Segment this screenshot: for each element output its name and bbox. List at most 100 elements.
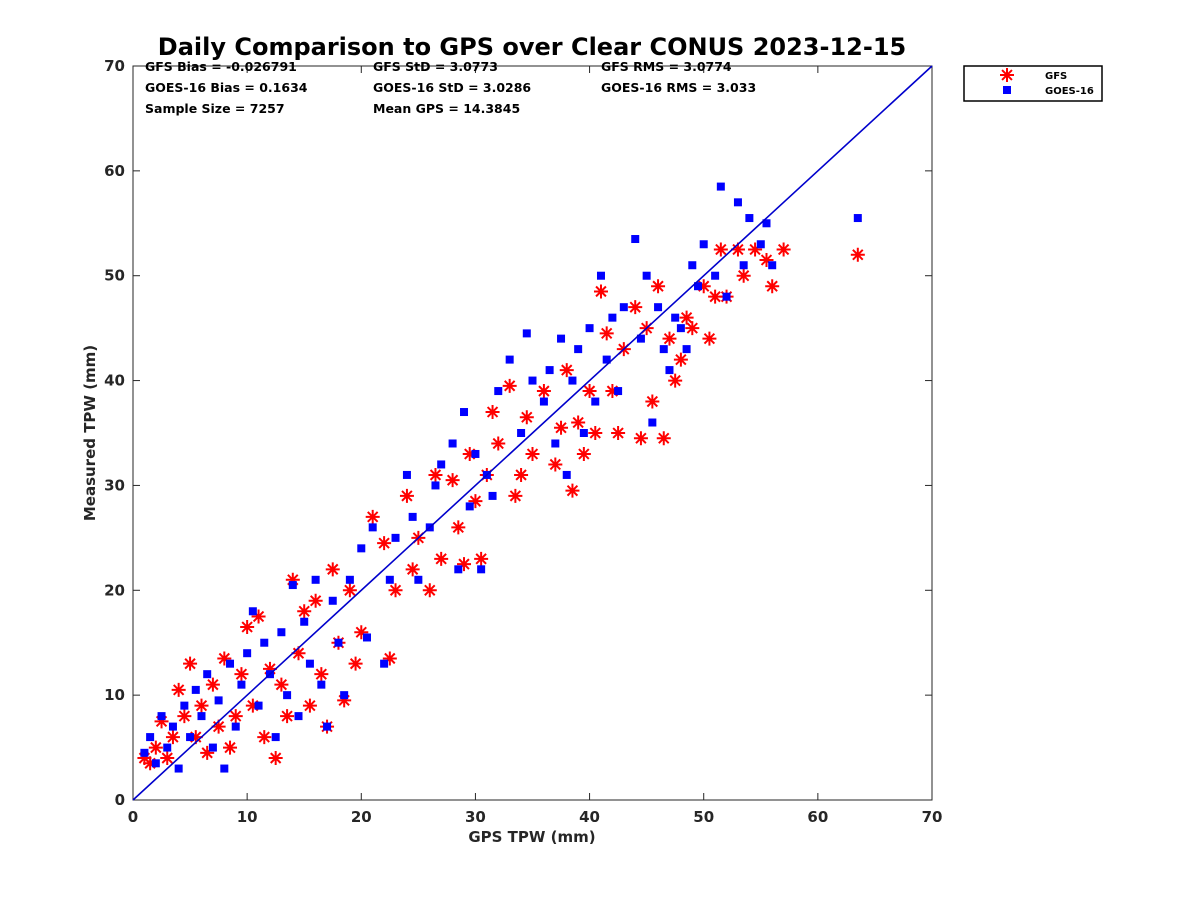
goes16-point bbox=[694, 282, 703, 291]
gfs-point bbox=[668, 373, 683, 388]
gfs-point bbox=[656, 431, 671, 446]
goes16-point bbox=[380, 659, 389, 668]
gfs-point bbox=[325, 562, 340, 577]
goes16-point bbox=[505, 355, 514, 364]
goes16-point bbox=[562, 470, 571, 479]
gfs-point bbox=[377, 536, 392, 551]
goes16-point bbox=[402, 470, 411, 479]
goes16-point bbox=[191, 685, 200, 694]
gfs-point bbox=[217, 651, 232, 666]
gfs-point bbox=[685, 321, 700, 336]
gfs-point bbox=[445, 473, 460, 488]
gfs-point bbox=[696, 279, 711, 294]
goes16-point bbox=[591, 397, 600, 406]
goes16-point bbox=[391, 533, 400, 542]
goes16-point bbox=[596, 271, 605, 280]
gfs-point bbox=[240, 619, 255, 634]
goes16-point bbox=[471, 449, 480, 458]
y-tick-label: 50 bbox=[104, 267, 125, 285]
gfs-point bbox=[502, 378, 517, 393]
x-axis-label: GPS TPW (mm) bbox=[468, 828, 595, 846]
gfs-point bbox=[268, 751, 283, 766]
y-tick-label: 40 bbox=[104, 372, 125, 390]
gfs-point bbox=[165, 730, 180, 745]
goes16-point bbox=[619, 303, 628, 312]
gfs-point bbox=[713, 242, 728, 257]
legend-gfs-label: GFS bbox=[1045, 71, 1067, 82]
goes16-point bbox=[345, 575, 354, 584]
gfs-point bbox=[468, 494, 483, 509]
gfs-point bbox=[285, 572, 300, 587]
gfs-point bbox=[188, 730, 203, 745]
gfs-point bbox=[382, 651, 397, 666]
y-tick-label: 60 bbox=[104, 162, 125, 180]
goes16-point bbox=[431, 481, 440, 490]
axis-ticks: 0 10 20 30 40 50 60 70 0 10 20 30 40 50 60 70 bbox=[104, 57, 942, 826]
gfs-point bbox=[428, 467, 443, 482]
gfs-point bbox=[160, 751, 175, 766]
gfs-point bbox=[291, 646, 306, 661]
goes16-point bbox=[665, 366, 674, 375]
goes16-point bbox=[323, 722, 332, 731]
stat-goes-std: GOES-16 StD = 3.0286 bbox=[373, 80, 531, 95]
goes16-point bbox=[186, 733, 195, 742]
gfs-point bbox=[554, 420, 569, 435]
goes16-point bbox=[682, 345, 691, 354]
stat-mean-gps: Mean GPS = 14.3845 bbox=[373, 101, 520, 116]
series-gfs bbox=[137, 242, 865, 771]
gfs-point bbox=[599, 326, 614, 341]
goes16-point bbox=[448, 439, 457, 448]
chart-title: Daily Comparison to GPS over Clear CONUS… bbox=[158, 33, 906, 61]
goes16-point bbox=[340, 691, 349, 700]
x-tick-label: 70 bbox=[922, 808, 943, 826]
goes16-point bbox=[271, 733, 280, 742]
gfs-point bbox=[702, 331, 717, 346]
gfs-point bbox=[177, 709, 192, 724]
gfs-point bbox=[605, 384, 620, 399]
legend: GFS GOES-16 bbox=[963, 65, 1103, 102]
gfs-point bbox=[451, 520, 466, 535]
gfs-point bbox=[143, 756, 158, 771]
goes16-point bbox=[368, 523, 377, 532]
y-axis-label: Measured TPW (mm) bbox=[81, 345, 99, 521]
gfs-point bbox=[354, 625, 369, 640]
goes16-point bbox=[568, 376, 577, 385]
gfs-point bbox=[474, 551, 489, 566]
goes16-point bbox=[528, 376, 537, 385]
gfs-point bbox=[588, 426, 603, 440]
goes16-point bbox=[317, 680, 326, 689]
gfs-point bbox=[593, 284, 608, 299]
gfs-point bbox=[679, 310, 694, 325]
y-tick-label: 0 bbox=[115, 791, 125, 809]
goes16-point bbox=[163, 743, 172, 752]
gfs-point bbox=[234, 667, 249, 682]
gfs-point bbox=[348, 656, 363, 671]
gfs-point bbox=[337, 693, 352, 708]
x-tick-label: 60 bbox=[807, 808, 828, 826]
goes16-point bbox=[300, 617, 309, 626]
gfs-point bbox=[154, 714, 169, 729]
gfs-point bbox=[280, 709, 295, 724]
gfs-point bbox=[576, 446, 591, 461]
gfs-point bbox=[388, 583, 403, 598]
goes16-point bbox=[254, 701, 263, 710]
goes16-point bbox=[608, 313, 617, 322]
goes16-point bbox=[494, 387, 503, 396]
goes16-point bbox=[208, 743, 217, 752]
goes16-point bbox=[157, 712, 166, 721]
x-tick-label: 10 bbox=[237, 808, 258, 826]
gfs-point bbox=[548, 457, 563, 472]
stat-gfs-std: GFS StD = 3.0773 bbox=[373, 59, 498, 74]
goes16-point bbox=[716, 182, 725, 191]
gfs-point bbox=[736, 268, 751, 283]
stat-goes-rms: GOES-16 RMS = 3.033 bbox=[601, 80, 756, 95]
gfs-point bbox=[508, 488, 523, 503]
goes16-point bbox=[203, 670, 212, 679]
goes16-point bbox=[362, 633, 371, 642]
gfs-point bbox=[194, 698, 209, 713]
goes16-point bbox=[585, 324, 594, 333]
goes16-point bbox=[146, 733, 155, 742]
gfs-point bbox=[651, 279, 666, 294]
goes16-point bbox=[579, 429, 588, 437]
